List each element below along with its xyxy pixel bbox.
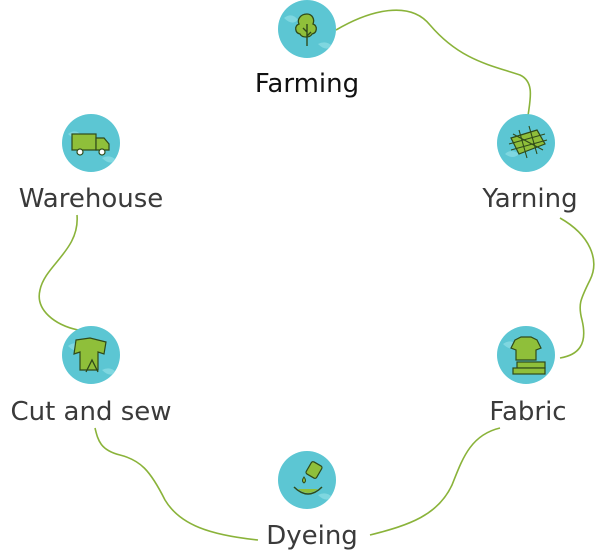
step-dyeing-badge (278, 451, 336, 509)
connector-yarning-fabric (559, 217, 595, 359)
yarn-icon (505, 125, 548, 159)
step-label: Cut and sew (10, 397, 172, 427)
step-label: Yarning (482, 184, 578, 214)
step-cut-and-sew-badge (62, 326, 120, 384)
step-warehouse-badge (62, 114, 120, 172)
connector-dyeing-cutandsew (94, 427, 259, 541)
step-yarning-badge (497, 114, 555, 172)
step-label: Dyeing (266, 521, 358, 551)
step-fabric-badge (497, 326, 555, 384)
step-farming-badge (278, 0, 336, 58)
connector-farming-yarning (335, 9, 532, 117)
step-label: Warehouse (18, 184, 164, 214)
step-label: Fabric (489, 397, 567, 427)
connector-fabric-dyeing (369, 427, 501, 536)
tree-icon (284, 13, 332, 49)
dye-drop-icon (293, 461, 332, 500)
truck-icon (68, 131, 116, 163)
connector-cutandsew-warehouse (38, 214, 79, 331)
cut-shirt-icon (68, 337, 116, 375)
folded-clothes-icon (503, 336, 546, 375)
step-label: Farming (254, 69, 360, 99)
